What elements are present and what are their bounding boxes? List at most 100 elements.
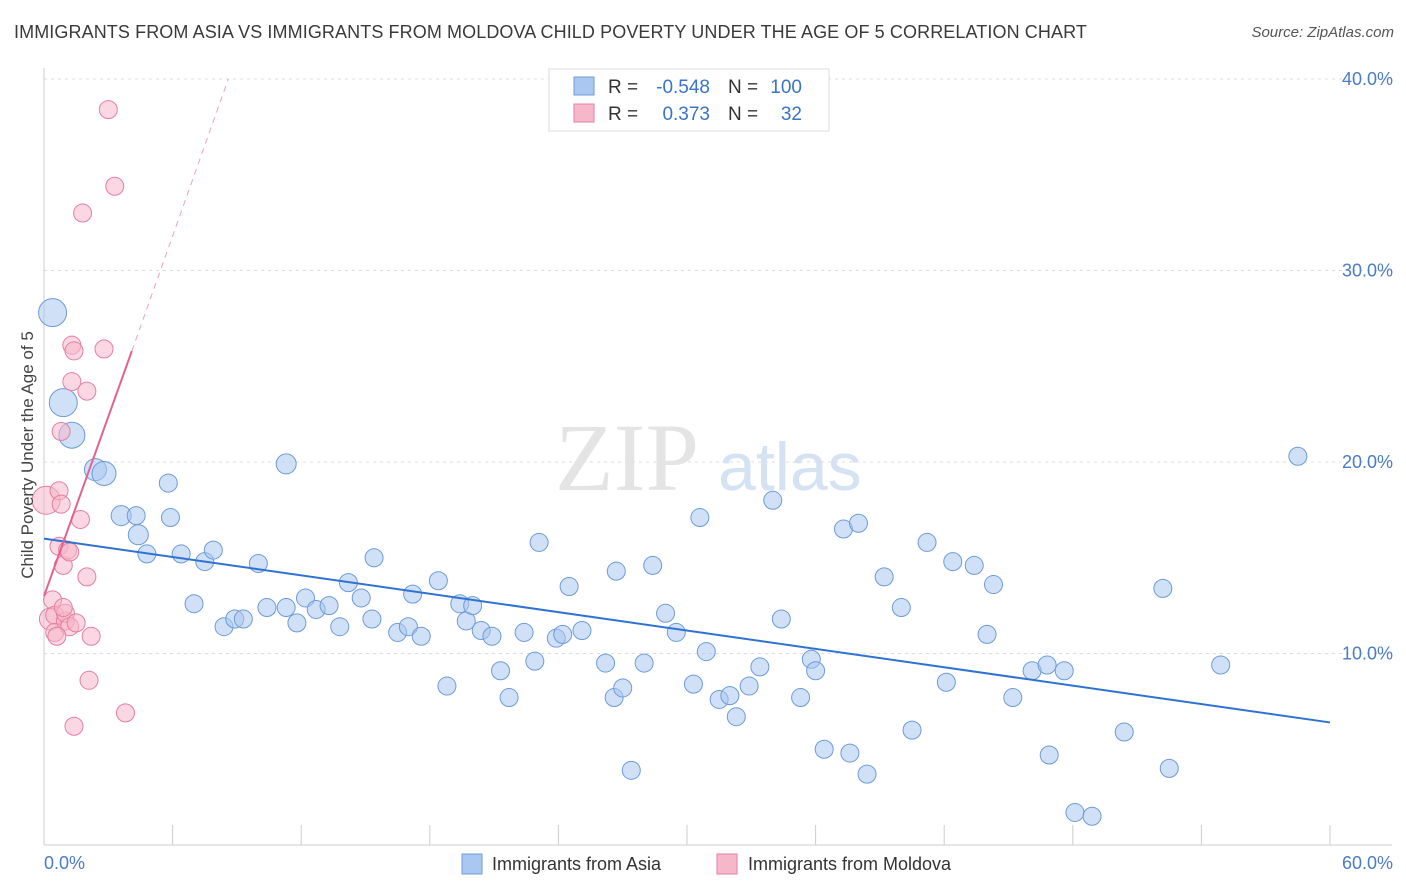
asia-point: [613, 678, 633, 698]
asia-point: [525, 651, 545, 671]
asia-point: [91, 460, 117, 486]
asia-point: [720, 686, 740, 706]
legend-r-label-asia: R =: [608, 77, 638, 98]
asia-point: [666, 622, 686, 642]
tick-labels: 10.0% 20.0% 30.0% 40.0% 0.0% 60.0%: [44, 69, 1393, 873]
asia-point: [364, 548, 384, 568]
moldova-point: [73, 203, 93, 223]
legend-n-value-asia: 100: [770, 77, 802, 98]
asia-point: [690, 508, 710, 528]
asia-point: [1153, 578, 1173, 598]
chart-title: IMMIGRANTS FROM ASIA VS IMMIGRANTS FROM …: [14, 22, 1087, 42]
moldova-point: [64, 341, 84, 361]
asia-point: [437, 676, 457, 696]
asia-point: [696, 642, 716, 662]
asia-point: [596, 653, 616, 673]
x-tick-label: 0.0%: [44, 853, 85, 873]
asia-point: [943, 552, 963, 572]
legend-n-value-moldova: 32: [781, 104, 802, 125]
legend-r-value-moldova: 0.373: [662, 104, 710, 125]
asia-point: [891, 598, 911, 618]
asia-point: [499, 688, 519, 708]
asia-point: [559, 576, 579, 596]
moldova-point: [64, 716, 84, 736]
asia-point: [411, 626, 431, 646]
asia-point: [1039, 745, 1059, 765]
legend-n-label-moldova: N =: [728, 104, 758, 125]
asia-point: [848, 513, 868, 533]
asia-point: [1114, 722, 1134, 742]
asia-point: [936, 672, 956, 692]
moldova-point: [79, 670, 99, 690]
asia-point: [814, 739, 834, 759]
asia-point: [902, 720, 922, 740]
asia-point: [330, 617, 350, 637]
moldova-point: [51, 494, 71, 514]
asia-point: [977, 624, 997, 644]
source-label: Source: ZipAtlas.com: [1251, 24, 1394, 41]
asia-point: [362, 609, 382, 629]
legend-swatch-asia: [573, 76, 595, 96]
asia-point: [739, 676, 759, 696]
asia-point: [319, 596, 339, 616]
asia-point: [874, 567, 894, 587]
asia-point: [1082, 806, 1102, 826]
y-tick-label: 10.0%: [1342, 644, 1393, 664]
moldova-point: [51, 421, 71, 441]
asia-point: [276, 598, 296, 618]
asia-point: [643, 555, 663, 575]
asia-point: [126, 506, 146, 526]
asia-point: [857, 764, 877, 784]
asia-point: [1211, 655, 1231, 675]
watermark-zip: ZIP: [555, 404, 699, 511]
asia-point: [428, 571, 448, 591]
series-legend-swatch-asia: [461, 853, 483, 875]
moldova-point: [115, 703, 135, 723]
legend-r-label-moldova: R =: [608, 104, 638, 125]
asia-point: [553, 624, 573, 644]
asia-point: [160, 508, 180, 528]
moldova-point: [81, 626, 101, 646]
asia-point: [275, 453, 297, 475]
moldova-point: [62, 372, 82, 392]
asia-point: [983, 575, 1003, 595]
asia-point: [806, 661, 826, 681]
moldova-point: [94, 339, 114, 359]
series-legend-label-asia: Immigrants from Asia: [492, 854, 662, 874]
asia-point: [127, 524, 149, 546]
asia-point: [1065, 802, 1085, 822]
asia-point: [1054, 661, 1074, 681]
moldova-point: [77, 381, 97, 401]
x-tick-label: 60.0%: [1342, 853, 1393, 873]
asia-point: [529, 532, 549, 552]
asia-point: [1003, 688, 1023, 708]
y-tick-label: 40.0%: [1342, 69, 1393, 89]
asia-point: [233, 609, 253, 629]
moldova-point: [98, 100, 118, 120]
asia-point: [514, 622, 534, 642]
legend-swatch-moldova: [573, 103, 595, 123]
asia-point: [257, 598, 277, 618]
moldova-trend-line: [43, 350, 133, 597]
moldova-point: [66, 613, 86, 633]
asia-point: [750, 657, 770, 677]
moldova-point: [77, 567, 97, 587]
moldova-point: [105, 176, 125, 196]
asia-point: [287, 613, 307, 633]
asia-point: [726, 707, 746, 727]
asia-point: [171, 544, 191, 564]
asia-point: [203, 540, 223, 560]
asia-trend-line: [43, 537, 1331, 724]
asia-point: [964, 555, 984, 575]
asia-point: [491, 661, 511, 681]
legend-n-label-asia: N =: [728, 77, 758, 98]
y-axis-label: Child Poverty Under the Age of 5: [18, 331, 37, 579]
asia-point: [1159, 758, 1179, 778]
asia-point: [656, 603, 676, 623]
series-legend-label-moldova: Immigrants from Moldova: [748, 854, 952, 874]
asia-point: [48, 388, 78, 418]
axes: [43, 68, 1392, 846]
moldova-point: [60, 542, 80, 562]
asia-point: [572, 621, 592, 641]
